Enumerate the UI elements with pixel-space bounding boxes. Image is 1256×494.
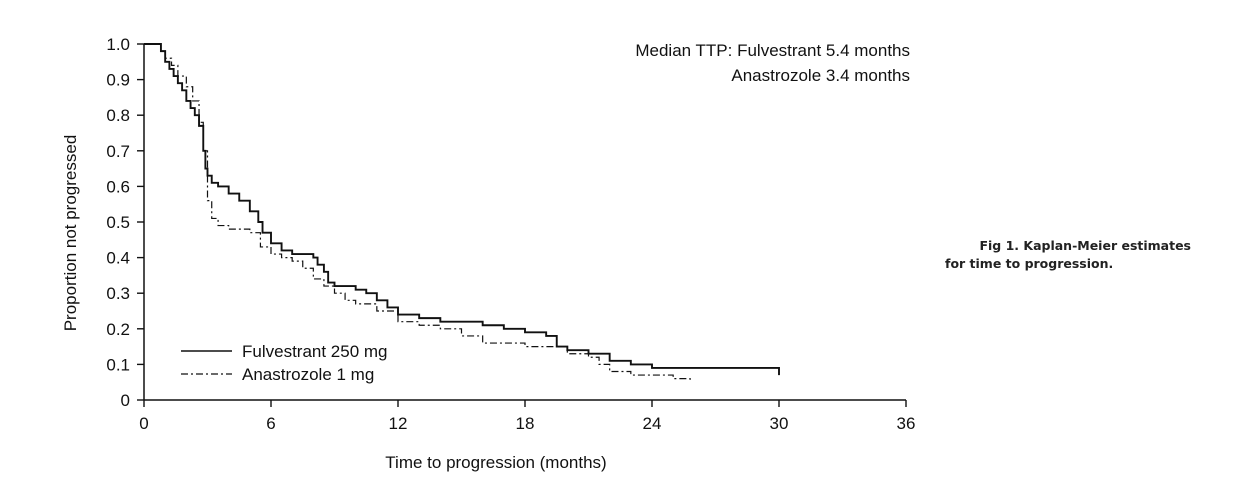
y-tick-label: 0.7 — [106, 142, 130, 161]
y-tick-label: 1.0 — [106, 35, 130, 54]
median-ttp-line2: Anastrozole 3.4 months — [731, 66, 910, 85]
caption-line2: for time to progression. — [945, 256, 1114, 271]
km-curve-fulvestrant — [144, 43, 780, 376]
y-tick-label: 0 — [121, 391, 130, 410]
y-tick-label: 0.6 — [106, 177, 130, 196]
figure-caption: Fig 1. Kaplan-Meier estimates for time t… — [945, 237, 1205, 273]
km-chart: 0 0.1 0.2 0.3 0.4 0.5 0.6 0.7 0.8 0.9 1.0 0 6 12 18 24… — [61, 35, 916, 472]
y-tick-label: 0.1 — [106, 355, 130, 374]
y-tick-label: 0.9 — [106, 71, 130, 90]
y-tick-label: 0.2 — [106, 320, 130, 339]
legend-label-fulvestrant: Fulvestrant 250 mg — [242, 342, 388, 361]
legend-label-anastrozole: Anastrozole 1 mg — [242, 365, 374, 384]
legend: Fulvestrant 250 mg Anastrozole 1 mg — [181, 342, 388, 384]
x-tick-label: 24 — [643, 414, 662, 433]
x-tick-label: 18 — [516, 414, 535, 433]
x-tick-label: 12 — [389, 414, 408, 433]
median-ttp-line1: Median TTP: Fulvestrant 5.4 months — [635, 41, 910, 60]
km-curve-anastrozole — [144, 43, 691, 383]
x-axis-title: Time to progression (months) — [385, 453, 606, 472]
x-tick-label: 0 — [139, 414, 148, 433]
y-tick-label: 0.8 — [106, 106, 130, 125]
x-tick-label: 6 — [266, 414, 275, 433]
y-tick-label: 0.4 — [106, 249, 130, 268]
y-axis-title: Proportion not progressed — [61, 135, 80, 332]
caption-line1: Fig 1. Kaplan-Meier estimates — [979, 238, 1191, 253]
x-tick-label: 36 — [897, 414, 916, 433]
x-tick-label: 30 — [770, 414, 789, 433]
y-tick-label: 0.3 — [106, 284, 130, 303]
y-tick-label: 0.5 — [106, 213, 130, 232]
